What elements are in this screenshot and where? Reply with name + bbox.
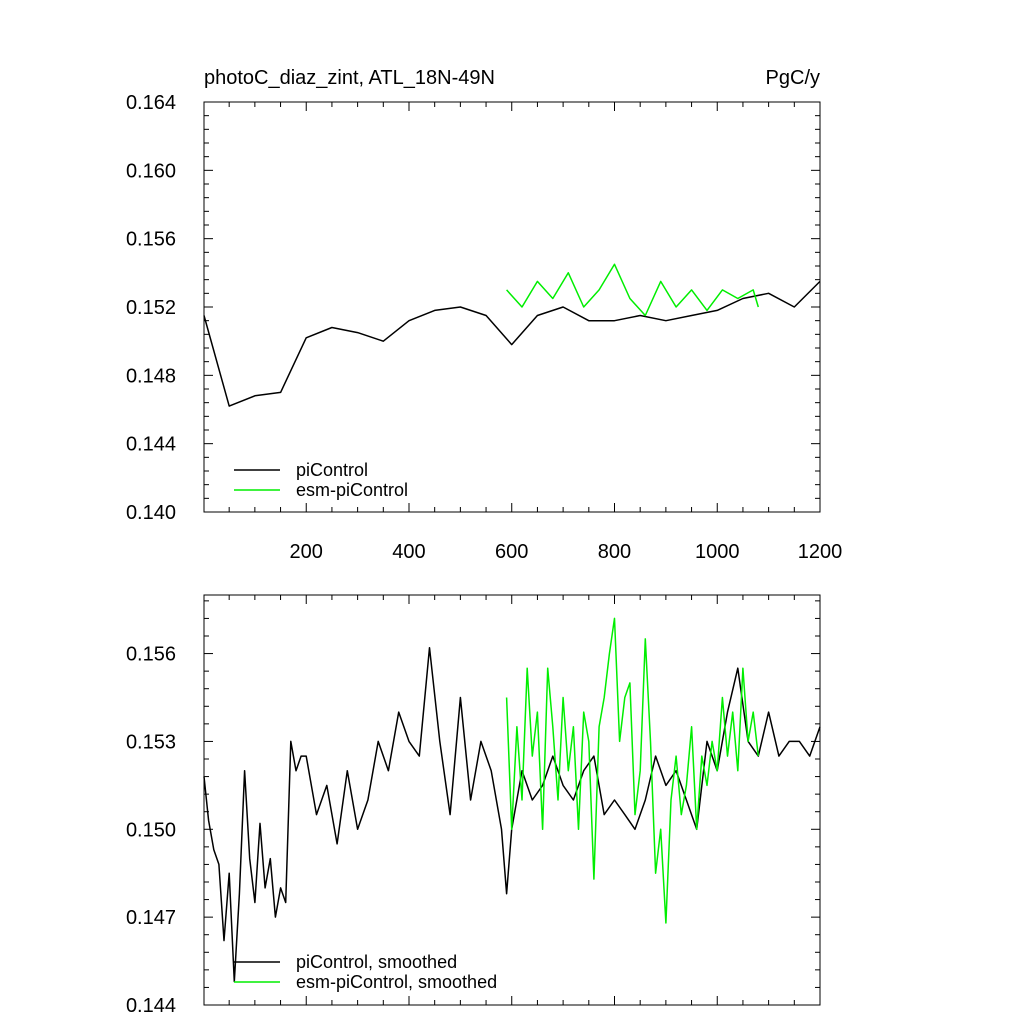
x-tick-label: 1000 <box>695 541 740 563</box>
series-line-esm-picontrol <box>506 263 760 317</box>
chart-title: photoC_diaz_zint, ATL_18N-49N <box>204 67 495 89</box>
top-panel: photoC_diaz_zint, ATL_18N-49N PgC/y 200 4… <box>126 67 842 563</box>
legend-label-picontrol-smoothed: piControl, smoothed <box>296 952 457 972</box>
legend-label-picontrol: piControl <box>296 460 368 480</box>
y-tick-label: 0.152 <box>126 297 176 319</box>
y-tick-label: 0.156 <box>126 644 176 666</box>
x-tick-label: 400 <box>392 541 425 563</box>
legend-label-esm-picontrol: esm-piControl <box>296 480 408 500</box>
x-tick-label: 800 <box>598 541 631 563</box>
top-panel-ticks: 200 400 600 800 1000 1200 0.140 0.144 0.148 0.152… <box>126 92 842 563</box>
x-tick-label: 600 <box>495 541 528 563</box>
bottom-panel-series <box>203 617 821 983</box>
y-tick-label: 0.148 <box>126 365 176 387</box>
x-tick-label: 200 <box>290 541 323 563</box>
y-tick-label: 0.144 <box>126 995 176 1017</box>
top-panel-series <box>203 263 821 407</box>
series-line-picontrol <box>203 280 821 407</box>
series-line-esm-picontrol-smoothed <box>505 617 760 924</box>
units-label: PgC/y <box>766 67 820 89</box>
top-plot-frame <box>203 101 821 513</box>
bottom-plot-frame <box>203 594 821 1006</box>
y-tick-label: 0.153 <box>126 731 176 753</box>
bottom-panel: 0.144 0.147 0.150 0.153 0.156 piControl, smo… <box>126 594 821 1017</box>
y-tick-label: 0.156 <box>126 229 176 251</box>
top-legend: piControl esm-piControl <box>234 460 408 500</box>
y-tick-label: 0.144 <box>126 434 176 456</box>
y-tick-label: 0.140 <box>126 502 176 524</box>
y-tick-label: 0.147 <box>126 907 176 929</box>
x-tick-label: 1200 <box>798 541 843 563</box>
bottom-legend: piControl, smoothed esm-piControl, smoot… <box>234 952 497 992</box>
y-tick-label: 0.150 <box>126 819 176 841</box>
bottom-panel-ticks: 0.144 0.147 0.150 0.153 0.156 <box>126 595 821 1017</box>
y-tick-label: 0.164 <box>126 92 176 114</box>
legend-label-esm-picontrol-smoothed: esm-piControl, smoothed <box>296 972 497 992</box>
y-tick-label: 0.160 <box>126 160 176 182</box>
